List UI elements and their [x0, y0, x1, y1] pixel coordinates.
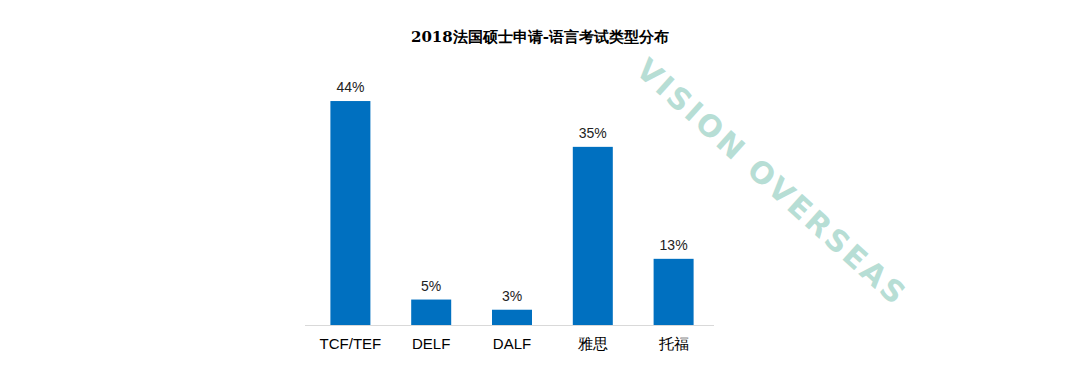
data-label: 35% [579, 125, 607, 141]
bar [492, 310, 532, 325]
data-label: 3% [502, 288, 522, 304]
chart-title: 2018法国硕士申请-语言考试类型分布 [411, 28, 669, 46]
x-tick-label: 雅思 [578, 335, 608, 352]
bar [654, 259, 694, 325]
bar [330, 101, 370, 325]
x-tick-label: DELF [412, 335, 450, 352]
data-label: 5% [421, 278, 441, 294]
chart-container: VISION OVERSEAS2018法国硕士申请-语言考试类型分布44%5%3… [0, 0, 1076, 380]
x-axis-line [305, 325, 714, 326]
data-label: 44% [336, 79, 364, 95]
bar [573, 147, 613, 325]
x-tick-label: TCF/TEF [320, 335, 382, 352]
bars [330, 101, 693, 325]
x-tick-label: DALF [493, 335, 531, 352]
chart-svg: VISION OVERSEAS2018法国硕士申请-语言考试类型分布44%5%3… [0, 0, 1076, 380]
data-label: 13% [660, 237, 688, 253]
x-tick-label: 托福 [658, 335, 689, 352]
bar [411, 300, 451, 325]
